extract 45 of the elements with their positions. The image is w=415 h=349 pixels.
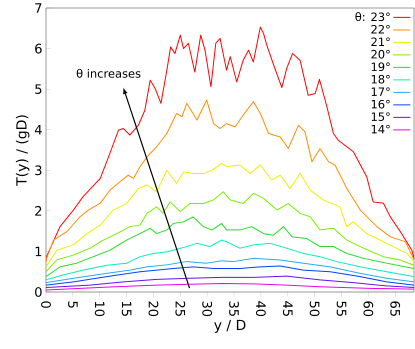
line-series [46,26,414,262]
x-tick-label: 60 [363,301,374,316]
annotation: θ increases [76,68,140,78]
x-tick-label: 15 [122,302,132,316]
legend-label: 21° [371,37,390,46]
x-tick-label: 20 [148,301,158,316]
x-tick-label: 5 [68,302,78,308]
line-series [46,162,414,268]
y-tick-label: 1 [36,246,42,256]
x-tick-label: 55 [336,302,346,316]
line-series [46,276,414,288]
x-tick-label: 30 [202,302,212,316]
x-tick-label: 40 [256,301,266,316]
line-series [46,258,414,284]
x-tick-label: 10 [94,302,105,316]
line-series [46,266,414,286]
legend-label: 16° [372,100,390,109]
line-series [46,216,414,278]
y-tick-label: 0 [35,287,42,297]
legend-label: 15° [372,112,390,121]
y-tick-label: 5 [35,84,42,94]
line-series [46,282,414,290]
legend-label: 18° [372,74,390,84]
y-tick-label: 4 [34,125,42,134]
x-tick-label: 50 [310,302,320,316]
y-tick-label: 2 [35,206,42,216]
legend-label: 19° [372,62,390,72]
legend-label: 20° [371,50,390,59]
legend-label: 17° [372,87,390,96]
x-tick-label: 65 [390,301,400,316]
legend-label: θ: 23° [355,12,390,22]
line-series [46,100,414,260]
legend-label: 14° [372,124,390,134]
y-tick-label: 3 [35,165,42,176]
y-tick-label: 6 [35,44,42,54]
line-series [46,240,414,280]
x-tick-label: 0 [41,301,51,308]
x-tick-label: 45 [282,301,293,316]
x-tick-label: 35 [229,302,239,316]
line-series [46,191,414,272]
x-axis-title: y / D [214,320,246,333]
x-tick-label: 25 [175,301,186,316]
legend-label: 22° [371,24,390,34]
y-tick-label: 7 [35,3,42,13]
y-axis-title: T(y) / (gD) [16,115,30,186]
